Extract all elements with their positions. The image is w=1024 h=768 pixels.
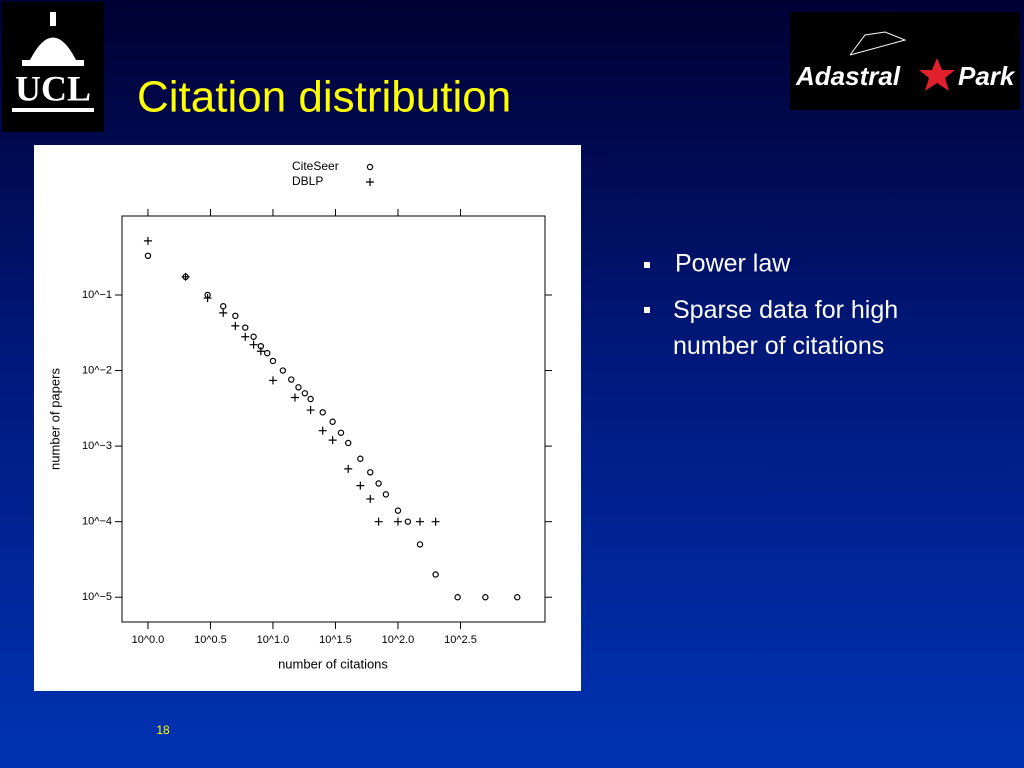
data-point [337, 429, 345, 436]
adastral-logo: Adastral Park [790, 12, 1020, 110]
data-point [288, 376, 295, 383]
data-point [393, 517, 402, 526]
data-point [356, 481, 365, 490]
pediment [22, 60, 84, 66]
ucl-logo: UCL [2, 2, 104, 132]
logo-text: UCL [15, 68, 91, 108]
data-point [143, 236, 152, 245]
y-axis-label: number of papers [47, 368, 62, 470]
data-point [357, 455, 364, 462]
logo-text: Adastral [795, 61, 901, 91]
data-point [482, 594, 489, 601]
legend-marker [366, 163, 374, 171]
data-point [219, 308, 228, 317]
data-point [382, 491, 390, 498]
data-point [394, 507, 402, 514]
logo-text: Park [958, 61, 1016, 91]
logo-box [790, 12, 1020, 110]
data-point [203, 294, 212, 303]
star [919, 58, 955, 91]
dome [30, 37, 76, 60]
y-tick-label: 10^−4 [82, 516, 112, 528]
bullet-marker [644, 307, 650, 313]
data-point [416, 541, 424, 548]
y-tick-label: 10^−2 [82, 364, 112, 376]
data-point [375, 480, 382, 487]
x-tick-label: 10^1.5 [319, 634, 352, 646]
data-point [264, 349, 271, 357]
data-point [345, 439, 352, 447]
bullet: Power law [675, 250, 791, 278]
data-point [306, 406, 315, 415]
constellation [849, 31, 907, 56]
data-point [329, 418, 336, 425]
data-point [256, 347, 265, 356]
data-point [328, 436, 337, 445]
data-point [279, 367, 287, 374]
data-point [232, 312, 239, 320]
x-tick-label: 10^2.5 [444, 634, 477, 646]
data-point [431, 517, 440, 526]
data-point [301, 390, 309, 397]
legend-label: CiteSeer [292, 159, 339, 173]
y-tick-label: 10^−1 [82, 289, 112, 301]
data-point [415, 517, 424, 526]
data-point [374, 517, 383, 526]
data-point [242, 324, 249, 331]
chart-background [34, 145, 581, 691]
data-point [319, 409, 326, 416]
plot-frame [121, 215, 546, 623]
data-point [404, 518, 412, 525]
bullet-marker [644, 262, 650, 268]
y-tick-label: 10^−5 [82, 591, 112, 603]
bullet-box: Sparse data for high number of citations [673, 296, 899, 360]
page-number: 18 [156, 723, 170, 737]
x-tick-label: 10^1.0 [257, 634, 290, 646]
data-point [432, 571, 439, 578]
lantern [50, 12, 56, 26]
data-point [269, 357, 277, 365]
y-tick-label: 10^−3 [82, 440, 112, 452]
x-tick-label: 10^0.5 [194, 634, 227, 646]
x-tick-label: 10^2.0 [382, 634, 415, 646]
data-point [318, 426, 327, 435]
data-point [220, 303, 227, 310]
data-point [295, 384, 302, 391]
data-point [249, 340, 258, 349]
data-point [367, 469, 374, 476]
data-point [241, 332, 250, 341]
legend-marker [366, 178, 374, 186]
bullet: Sparse data for high number of citations [673, 296, 899, 360]
data-point [144, 252, 152, 260]
data-point [268, 376, 277, 385]
data-point [307, 395, 314, 403]
data-point [290, 393, 299, 402]
slide-title: Citation distribution [137, 73, 511, 122]
legend-label: DBLP [292, 174, 323, 188]
data-point [250, 333, 257, 340]
base [12, 108, 94, 112]
data-point [344, 464, 353, 473]
x-tick-label: 10^0.0 [132, 634, 165, 646]
data-point [181, 272, 190, 281]
data-point [231, 321, 240, 330]
data-point [454, 594, 461, 601]
data-point [514, 594, 521, 601]
data-point [366, 494, 375, 503]
x-axis-label: number of citations [278, 656, 388, 671]
